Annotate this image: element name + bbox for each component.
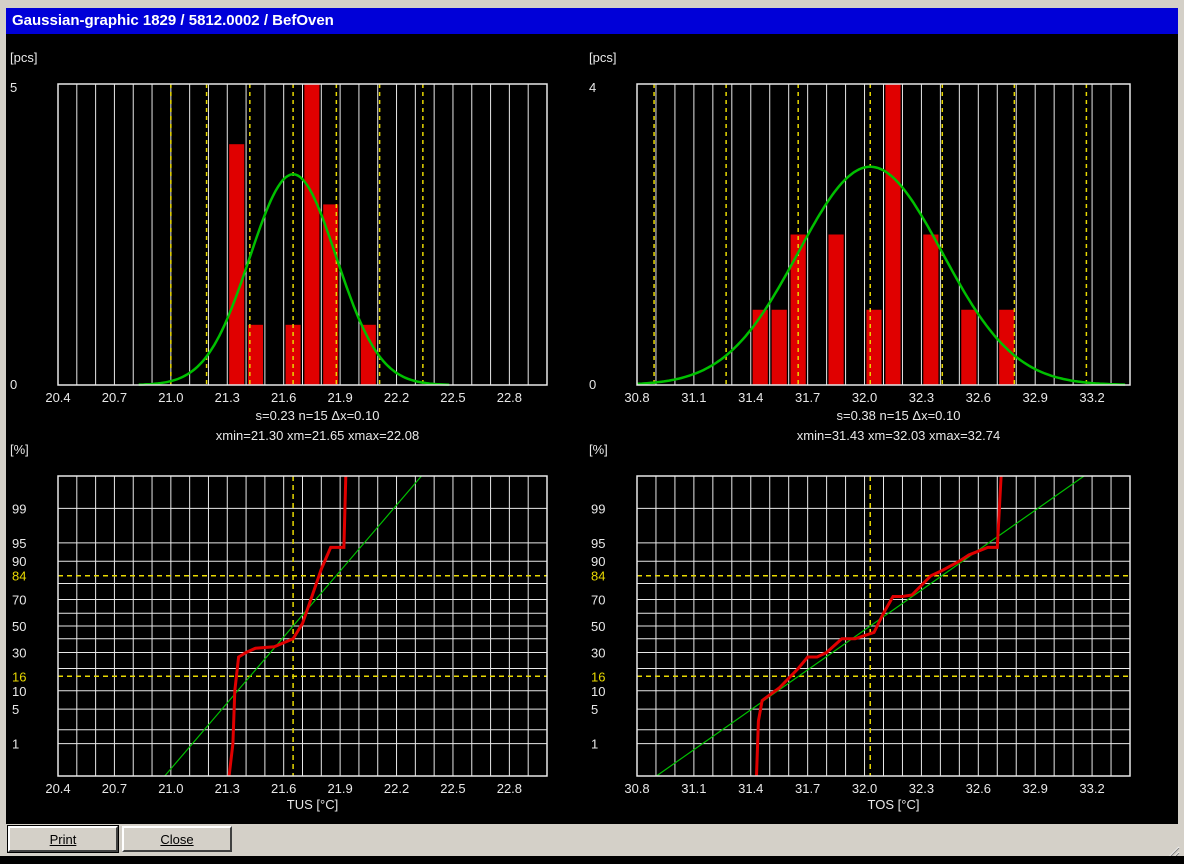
y-axis-label: [pcs]: [10, 50, 37, 65]
x-tick-label: 22.5: [440, 781, 465, 796]
x-tick-label: 21.6: [271, 390, 296, 405]
y-tick-label: 95: [12, 536, 26, 551]
y-max-label: 5: [10, 80, 17, 95]
x-tick-label: 31.7: [795, 781, 820, 796]
y-tick-label: 90: [12, 554, 26, 569]
x-axis-label: TOS [°C]: [868, 797, 920, 812]
x-tick-label: 33.2: [1079, 781, 1104, 796]
y-axis-label: [%]: [589, 442, 608, 457]
y-min-label: 0: [10, 377, 17, 392]
x-tick-label: 22.5: [440, 390, 465, 405]
y-axis-label: [%]: [10, 442, 29, 457]
x-tick-label: 21.3: [215, 781, 240, 796]
x-tick-label: 22.2: [384, 390, 409, 405]
x-tick-label: 32.6: [966, 390, 991, 405]
y-tick-label: 16: [12, 669, 26, 684]
print-button-label: Print: [50, 832, 77, 847]
x-tick-label: 21.9: [327, 390, 352, 405]
histogram-bar: [829, 235, 844, 386]
stats-line-1: s=0.38 n=15 Δx=0.10: [837, 408, 961, 423]
histogram-bar: [753, 310, 768, 385]
y-tick-label: 90: [591, 554, 605, 569]
histogram-bar: [361, 325, 376, 385]
y-tick-label: 84: [12, 569, 26, 584]
x-tick-label: 31.7: [795, 390, 820, 405]
y-tick-label: 84: [591, 569, 605, 584]
y-tick-label: 99: [591, 501, 605, 516]
y-tick-label: 99: [12, 501, 26, 516]
y-tick-label: 1: [591, 737, 598, 752]
bottom-edge: [0, 856, 1184, 864]
y-tick-label: 70: [12, 592, 26, 607]
print-button[interactable]: Print: [8, 826, 118, 852]
stats-line-1: s=0.23 n=15 Δx=0.10: [256, 408, 380, 423]
x-tick-label: 31.1: [681, 390, 706, 405]
y-tick-label: 30: [12, 646, 26, 661]
x-tick-label: 31.4: [738, 781, 763, 796]
y-tick-label: 10: [12, 684, 26, 699]
plot-canvas: [pcs] 5 0 20.4 20.7 21.0 21.3 21.6 21.9 22.2 22.5 2…: [6, 34, 1178, 824]
y-axis-label: [pcs]: [589, 50, 616, 65]
y-tick-label: 1: [12, 737, 19, 752]
histogram-bar: [923, 235, 938, 386]
x-tick-label: 32.3: [909, 781, 934, 796]
stats-line-2: xmin=21.30 xm=21.65 xmax=22.08: [216, 428, 419, 443]
x-tick-label: 30.8: [624, 781, 649, 796]
close-button[interactable]: Close: [122, 826, 232, 852]
x-tick-label: 32.0: [852, 781, 877, 796]
x-tick-label: 21.0: [158, 781, 183, 796]
x-tick-label: 32.0: [852, 390, 877, 405]
y-tick-label: 5: [591, 702, 598, 717]
window-title: Gaussian-graphic 1829 / 5812.0002 / BefO…: [6, 8, 1178, 34]
x-tick-label: 22.2: [384, 781, 409, 796]
histogram-bar: [229, 144, 244, 385]
x-tick-label: 33.2: [1079, 390, 1104, 405]
histogram-bar: [866, 310, 881, 385]
x-tick-label: 20.7: [102, 781, 127, 796]
y-tick-label: 50: [591, 619, 605, 634]
x-tick-label: 20.7: [102, 390, 127, 405]
x-tick-label: 31.1: [681, 781, 706, 796]
close-button-label: Close: [160, 832, 193, 847]
x-tick-label: 22.8: [497, 390, 522, 405]
x-tick-label: 32.6: [966, 781, 991, 796]
x-tick-label: 20.4: [45, 390, 70, 405]
y-tick-label: 10: [591, 684, 605, 699]
x-tick-label: 20.4: [45, 781, 70, 796]
x-tick-label: 32.3: [909, 390, 934, 405]
stats-line-2: xmin=31.43 xm=32.03 xmax=32.74: [797, 428, 1000, 443]
y-tick-label: 95: [591, 536, 605, 551]
histogram-bar: [772, 310, 787, 385]
x-tick-label: 21.3: [215, 390, 240, 405]
x-tick-label: 21.6: [271, 781, 296, 796]
x-tick-label: 31.4: [738, 390, 763, 405]
x-tick-label: 21.9: [327, 781, 352, 796]
x-tick-label: 21.0: [158, 390, 183, 405]
x-tick-label: 22.8: [497, 781, 522, 796]
x-tick-label: 32.9: [1023, 781, 1048, 796]
y-tick-label: 50: [12, 619, 26, 634]
histogram-bar: [304, 84, 319, 385]
y-tick-label: 30: [591, 646, 605, 661]
x-tick-label: 32.9: [1023, 390, 1048, 405]
y-min-label: 0: [589, 377, 596, 392]
histogram-bar: [961, 310, 976, 385]
histogram-bar: [885, 84, 900, 385]
y-max-label: 4: [589, 80, 596, 95]
y-tick-label: 5: [12, 702, 19, 717]
x-axis-label: TUS [°C]: [287, 797, 338, 812]
x-tick-label: 30.8: [624, 390, 649, 405]
y-tick-label: 16: [591, 669, 605, 684]
y-tick-label: 70: [591, 592, 605, 607]
